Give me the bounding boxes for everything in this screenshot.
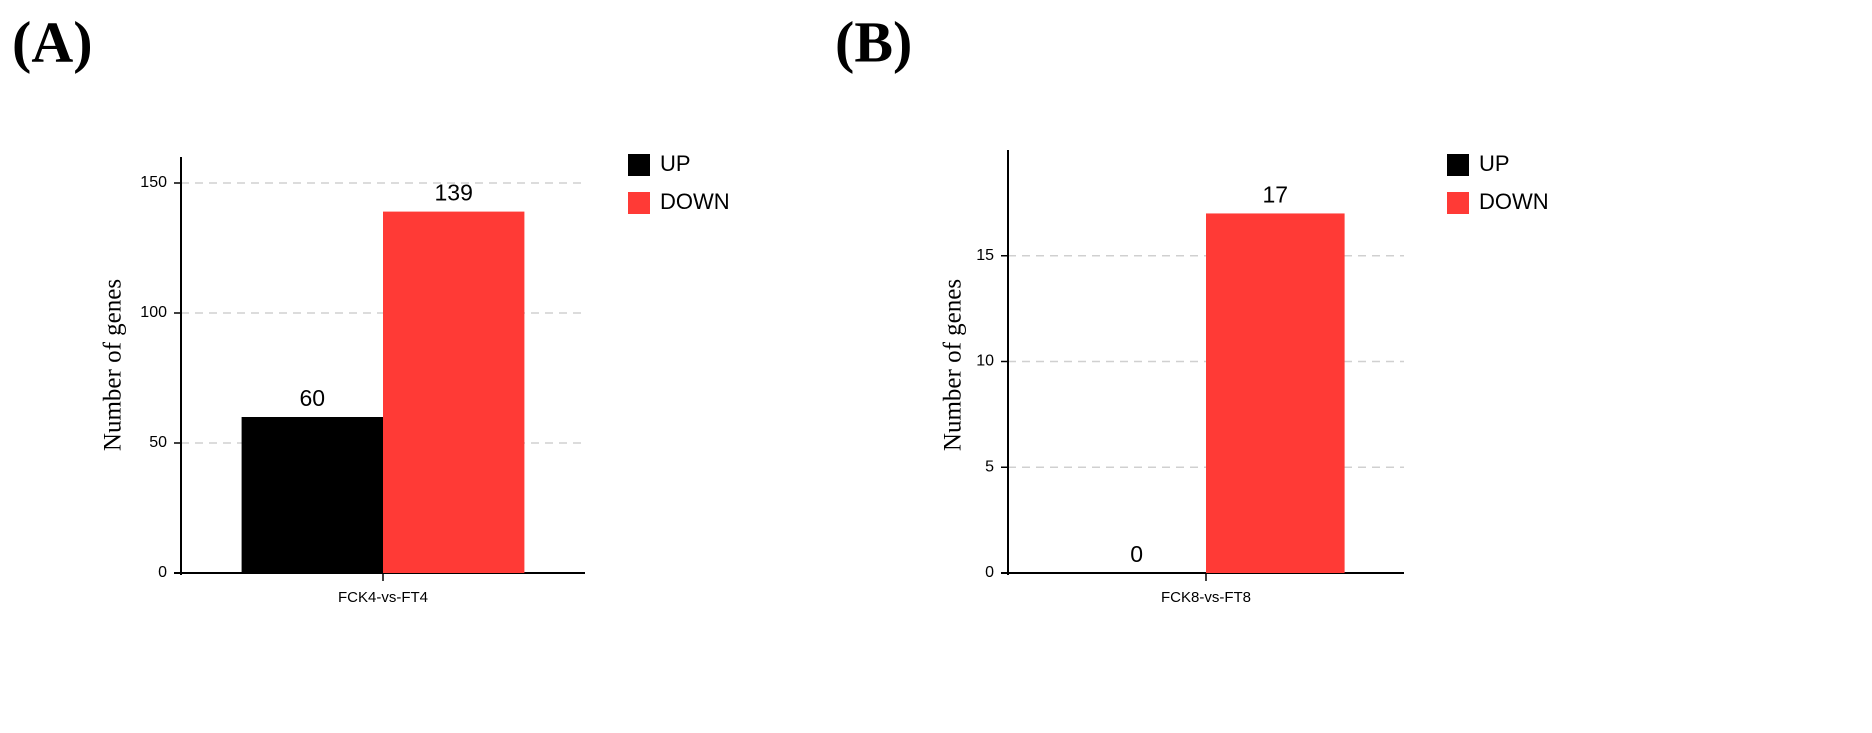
legend-label: DOWN bbox=[660, 189, 730, 214]
y-axis-label: Number of genes bbox=[100, 279, 127, 451]
legend-swatch bbox=[1447, 192, 1469, 214]
legend-label: DOWN bbox=[1479, 189, 1549, 214]
legend-label: UP bbox=[1479, 151, 1510, 176]
x-tick-label: FCK4-vs-FT4 bbox=[338, 589, 428, 606]
legend-swatch bbox=[628, 192, 650, 214]
legend-label: UP bbox=[660, 151, 691, 176]
bar bbox=[1206, 213, 1345, 573]
bar bbox=[383, 211, 525, 573]
legend-swatch bbox=[1447, 154, 1469, 176]
x-tick-label: FCK8-vs-FT8 bbox=[1161, 589, 1251, 606]
panel-label: (A) bbox=[12, 9, 93, 74]
y-tick-label: 100 bbox=[140, 304, 167, 321]
legend-swatch bbox=[628, 154, 650, 176]
y-tick-label: 5 bbox=[985, 458, 994, 475]
data-label: 0 bbox=[1130, 541, 1143, 567]
y-axis-label: Number of genes bbox=[940, 279, 967, 451]
data-label: 139 bbox=[435, 180, 473, 206]
data-label: 60 bbox=[300, 385, 326, 411]
data-label: 17 bbox=[1263, 182, 1289, 208]
y-tick-label: 0 bbox=[158, 564, 167, 581]
bar bbox=[241, 417, 383, 573]
y-tick-label: 150 bbox=[140, 174, 167, 191]
y-tick-label: 10 bbox=[976, 353, 994, 370]
y-tick-label: 0 bbox=[985, 564, 994, 581]
y-tick-label: 50 bbox=[149, 434, 167, 451]
y-tick-label: 15 bbox=[976, 247, 994, 264]
panel-label: (B) bbox=[835, 9, 912, 74]
